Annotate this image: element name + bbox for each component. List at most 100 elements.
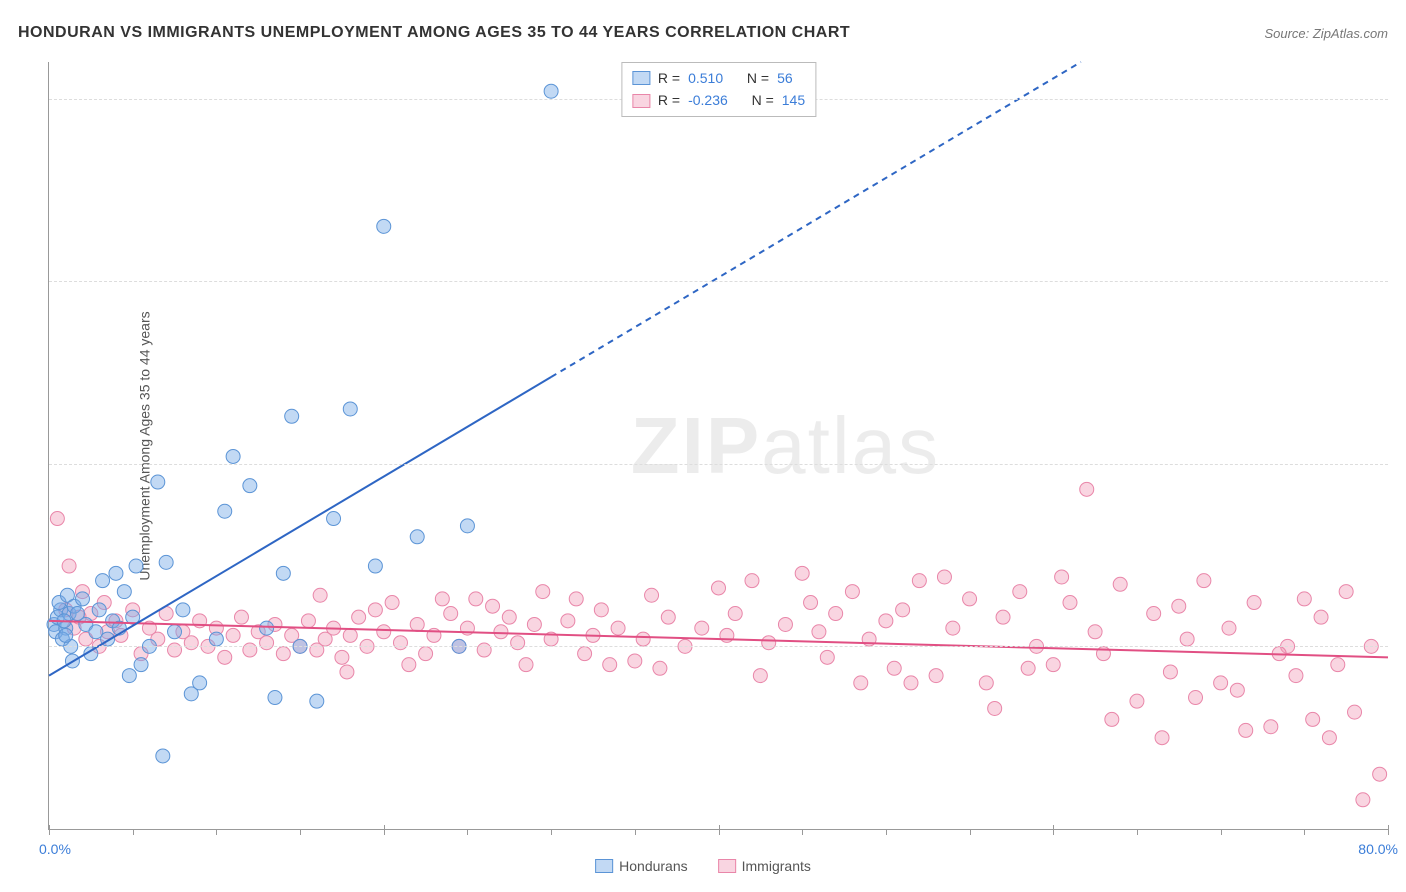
data-point (887, 661, 901, 675)
data-point (527, 617, 541, 631)
data-point (260, 621, 274, 635)
data-point (661, 610, 675, 624)
data-point (410, 617, 424, 631)
data-point (745, 574, 759, 588)
gridline (49, 646, 1388, 647)
data-point (1105, 712, 1119, 726)
data-point (327, 512, 341, 526)
data-point (226, 449, 240, 463)
x-tick (802, 829, 803, 835)
data-point (1163, 665, 1177, 679)
data-point (1306, 712, 1320, 726)
data-point (1297, 592, 1311, 606)
r-hondurans: 0.510 (688, 67, 723, 89)
x-tick (133, 829, 134, 835)
data-point (1113, 577, 1127, 591)
source-attribution: Source: ZipAtlas.com (1264, 26, 1388, 41)
data-point (1088, 625, 1102, 639)
swatch-hondurans (632, 71, 650, 85)
swatch-hondurans-icon (595, 859, 613, 873)
legend-item-hondurans: Hondurans (595, 858, 688, 874)
data-point (728, 607, 742, 621)
data-point (1172, 599, 1186, 613)
data-point (963, 592, 977, 606)
data-point (603, 658, 617, 672)
data-point (75, 592, 89, 606)
x-tick (1221, 829, 1222, 835)
data-point (486, 599, 500, 613)
data-point (578, 647, 592, 661)
chart-plot-area: ZIPatlas R = 0.510 N = 56 R = -0.236 N =… (48, 62, 1388, 830)
data-point (129, 559, 143, 573)
data-point (854, 676, 868, 690)
data-point (544, 84, 558, 98)
data-point (92, 603, 106, 617)
data-point (804, 596, 818, 610)
data-point (435, 592, 449, 606)
data-point (1239, 723, 1253, 737)
data-point (653, 661, 667, 675)
data-point (1147, 607, 1161, 621)
data-point (368, 603, 382, 617)
data-point (1214, 676, 1228, 690)
data-point (1339, 585, 1353, 599)
data-point (335, 650, 349, 664)
data-point (243, 479, 257, 493)
stats-legend: R = 0.510 N = 56 R = -0.236 N = 145 (621, 62, 816, 117)
data-point (628, 654, 642, 668)
data-point (829, 607, 843, 621)
x-tick (635, 829, 636, 835)
data-point (569, 592, 583, 606)
data-point (276, 647, 290, 661)
data-point (1046, 658, 1060, 672)
data-point (879, 614, 893, 628)
data-point (996, 610, 1010, 624)
data-point (645, 588, 659, 602)
data-point (352, 610, 366, 624)
data-point (1356, 793, 1370, 807)
data-point (1013, 585, 1027, 599)
data-point (845, 585, 859, 599)
data-point (301, 614, 315, 628)
data-point (912, 574, 926, 588)
gridline (49, 281, 1388, 282)
data-point (168, 625, 182, 639)
data-point (343, 402, 357, 416)
data-point (410, 530, 424, 544)
data-point (1331, 658, 1345, 672)
data-point (313, 588, 327, 602)
trend-line (49, 377, 551, 676)
data-point (502, 610, 516, 624)
data-point (1264, 720, 1278, 734)
data-point (385, 596, 399, 610)
data-point (561, 614, 575, 628)
x-tick (886, 829, 887, 835)
data-point (511, 636, 525, 650)
data-point (1130, 694, 1144, 708)
data-point (193, 676, 207, 690)
series-legend: Hondurans Immigrants (595, 858, 811, 874)
x-tick (300, 829, 301, 835)
data-point (1155, 731, 1169, 745)
data-point (1230, 683, 1244, 697)
data-point (226, 628, 240, 642)
data-point (494, 625, 508, 639)
data-point (929, 669, 943, 683)
data-point (1189, 691, 1203, 705)
x-tick (719, 825, 720, 835)
x-tick (1388, 825, 1389, 835)
x-tick (467, 829, 468, 835)
data-point (218, 650, 232, 664)
gridline (49, 464, 1388, 465)
x-tick (216, 829, 217, 835)
data-point (377, 219, 391, 233)
data-point (712, 581, 726, 595)
data-point (393, 636, 407, 650)
data-point (260, 636, 274, 650)
data-point (276, 566, 290, 580)
data-point (168, 643, 182, 657)
data-point (377, 625, 391, 639)
data-point (122, 669, 136, 683)
data-point (1289, 669, 1303, 683)
x-tick (49, 825, 50, 835)
